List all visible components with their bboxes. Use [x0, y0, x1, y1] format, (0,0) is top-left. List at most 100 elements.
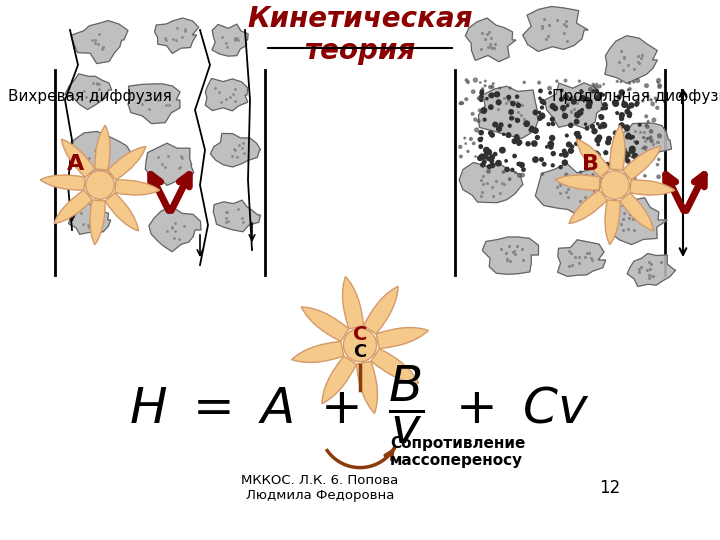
PathPatch shape [105, 193, 138, 231]
Circle shape [634, 175, 635, 177]
Circle shape [568, 148, 573, 153]
Circle shape [520, 163, 524, 167]
Circle shape [598, 125, 602, 129]
Circle shape [561, 105, 566, 111]
Circle shape [503, 133, 505, 136]
Text: Вихревая диффузия: Вихревая диффузия [8, 90, 172, 105]
Circle shape [487, 165, 491, 168]
Circle shape [577, 110, 582, 115]
Circle shape [518, 173, 521, 177]
Circle shape [540, 99, 544, 104]
Circle shape [510, 116, 513, 120]
Circle shape [487, 170, 490, 173]
Circle shape [484, 85, 486, 86]
Circle shape [621, 147, 624, 151]
Circle shape [580, 91, 583, 93]
Circle shape [478, 138, 482, 141]
Polygon shape [482, 237, 539, 274]
Circle shape [562, 113, 567, 118]
Circle shape [618, 150, 624, 156]
Circle shape [629, 148, 635, 153]
Circle shape [603, 103, 607, 107]
Circle shape [465, 98, 468, 100]
PathPatch shape [376, 328, 428, 349]
Circle shape [658, 85, 661, 89]
PathPatch shape [115, 180, 160, 195]
Circle shape [613, 100, 618, 106]
Circle shape [602, 94, 604, 96]
Circle shape [499, 123, 503, 127]
Circle shape [490, 133, 495, 137]
Circle shape [585, 126, 589, 130]
Circle shape [600, 171, 629, 199]
PathPatch shape [569, 190, 607, 224]
Circle shape [516, 103, 521, 107]
Circle shape [629, 136, 632, 139]
Circle shape [481, 108, 487, 113]
Circle shape [564, 79, 567, 82]
Circle shape [559, 153, 562, 156]
Circle shape [484, 153, 487, 157]
Polygon shape [210, 133, 261, 167]
Circle shape [597, 135, 602, 140]
Circle shape [590, 125, 595, 129]
Circle shape [478, 98, 480, 100]
PathPatch shape [630, 180, 675, 195]
Circle shape [599, 115, 601, 117]
Circle shape [622, 101, 624, 103]
Circle shape [606, 140, 611, 145]
Circle shape [595, 153, 600, 157]
Circle shape [508, 124, 511, 127]
Text: A: A [68, 154, 85, 174]
Polygon shape [523, 6, 588, 51]
Circle shape [597, 123, 599, 125]
Circle shape [559, 97, 563, 101]
Circle shape [657, 175, 660, 178]
PathPatch shape [292, 341, 344, 362]
Circle shape [464, 137, 466, 139]
Circle shape [645, 125, 647, 126]
Circle shape [564, 173, 568, 177]
Circle shape [577, 132, 580, 135]
Circle shape [647, 138, 649, 140]
Text: $\mathit{H}\ =\ \mathit{A}\ +\ \dfrac{\mathit{B}}{\mathit{v}}\ +\ \mathit{C}\mat: $\mathit{H}\ =\ \mathit{A}\ +\ \dfrac{\m… [130, 363, 590, 447]
Circle shape [533, 157, 538, 163]
Circle shape [483, 155, 487, 159]
Circle shape [626, 127, 629, 131]
Circle shape [604, 106, 608, 110]
PathPatch shape [610, 125, 625, 170]
Circle shape [657, 82, 659, 83]
Circle shape [517, 140, 522, 145]
Circle shape [465, 79, 468, 82]
Circle shape [512, 139, 517, 144]
Circle shape [592, 174, 594, 176]
Circle shape [513, 154, 516, 158]
Text: МККОС. Л.К. 6. Попова
Людмила Федоровна: МККОС. Л.К. 6. Попова Людмила Федоровна [241, 474, 399, 502]
Circle shape [585, 97, 588, 100]
Circle shape [575, 112, 580, 118]
PathPatch shape [623, 146, 661, 180]
Circle shape [552, 123, 554, 125]
Circle shape [592, 90, 595, 93]
Circle shape [343, 328, 377, 362]
Circle shape [586, 150, 591, 155]
Circle shape [480, 92, 482, 94]
Circle shape [539, 97, 541, 99]
Circle shape [479, 131, 483, 135]
Circle shape [477, 119, 480, 123]
Circle shape [603, 84, 604, 85]
Circle shape [636, 101, 639, 105]
Circle shape [482, 160, 486, 164]
Circle shape [480, 82, 481, 83]
Circle shape [619, 90, 624, 95]
Circle shape [593, 151, 599, 157]
Polygon shape [465, 18, 516, 62]
Circle shape [474, 78, 477, 82]
Circle shape [505, 160, 508, 162]
Circle shape [542, 163, 546, 166]
Circle shape [531, 141, 537, 146]
Circle shape [550, 104, 555, 109]
Circle shape [626, 135, 629, 139]
Circle shape [621, 151, 624, 153]
Circle shape [635, 141, 639, 144]
